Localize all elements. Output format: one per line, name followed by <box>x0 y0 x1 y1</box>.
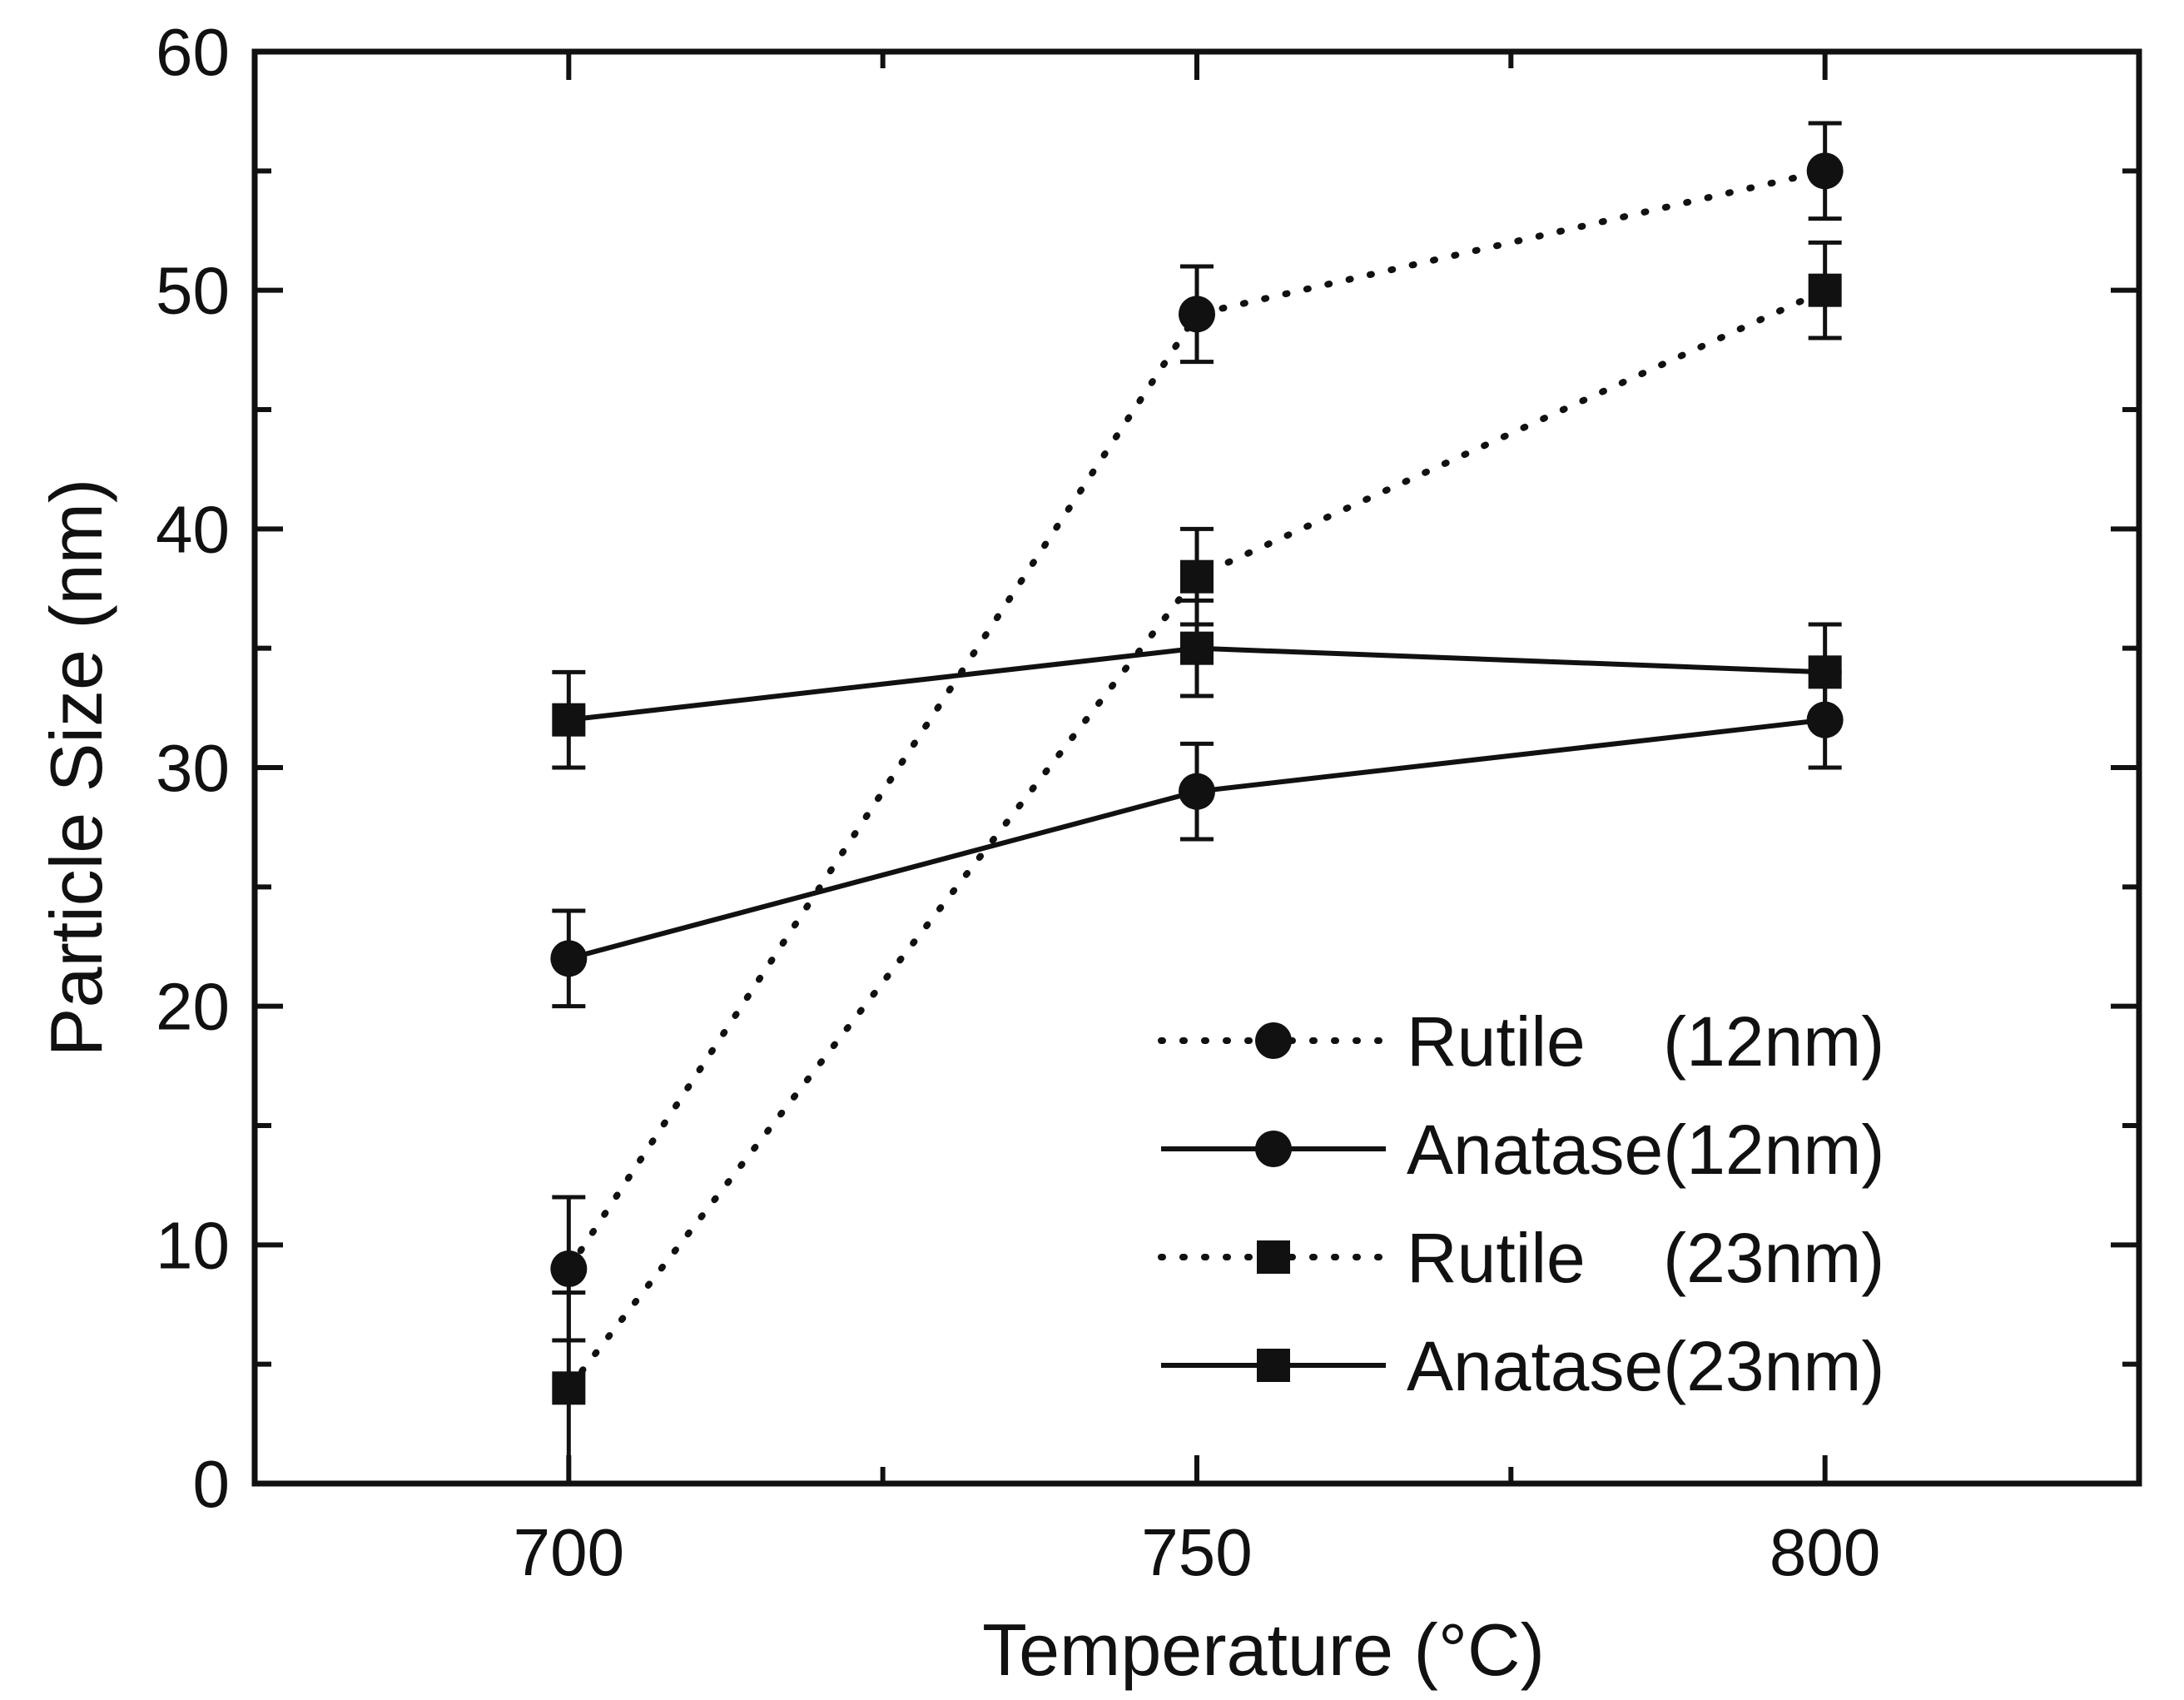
series-2-point <box>1179 773 1215 810</box>
legend-marker-4 <box>1257 1349 1290 1382</box>
series-1-point <box>1179 296 1215 333</box>
series-2-point <box>1806 701 1844 738</box>
series-1-point <box>550 1250 588 1287</box>
legend-label-2: Anatase(12nm) <box>1407 1111 1884 1189</box>
y-tick-label: 60 <box>156 15 230 89</box>
legend-marker-2 <box>1255 1131 1292 1167</box>
y-tick-label: 30 <box>156 731 230 805</box>
series-3-point <box>1808 273 1842 307</box>
legend: Rutile (12nm) Anatase(12nm) Rutile (23nm) A… <box>1158 1002 1884 1405</box>
legend-label-4: Anatase(23nm) <box>1407 1327 1884 1405</box>
y-axis-label: Particle Size (nm) <box>35 479 117 1056</box>
x-axis-label: Temperature (°C) <box>982 1608 1545 1691</box>
legend-marker-1 <box>1255 1022 1292 1059</box>
y-tick-label: 40 <box>156 492 230 566</box>
series-4-point <box>1180 631 1214 665</box>
tick-labels: 0 10 20 30 40 50 60 700 750 800 <box>156 15 1880 1589</box>
x-tick-label: 700 <box>514 1515 624 1589</box>
series-1-point <box>1806 152 1844 190</box>
y-tick-label: 50 <box>156 254 230 328</box>
y-tick-label: 10 <box>156 1208 230 1282</box>
series-2-point <box>550 940 588 977</box>
legend-label-1: Rutile (12nm) <box>1407 1002 1884 1081</box>
y-tick-label: 0 <box>193 1447 231 1521</box>
x-tick-label: 800 <box>1770 1515 1880 1589</box>
series-4-point <box>552 703 586 737</box>
x-tick-label: 750 <box>1141 1515 1252 1589</box>
axis-ticks <box>252 49 2142 1486</box>
legend-label-3: Rutile (23nm) <box>1407 1219 1884 1297</box>
series-4-point <box>1808 655 1842 689</box>
y-tick-label: 20 <box>156 970 230 1044</box>
data-markers <box>550 152 1844 1405</box>
legend-marker-3 <box>1257 1240 1290 1274</box>
series-3-point <box>1180 559 1214 594</box>
series-3-point <box>552 1371 586 1405</box>
